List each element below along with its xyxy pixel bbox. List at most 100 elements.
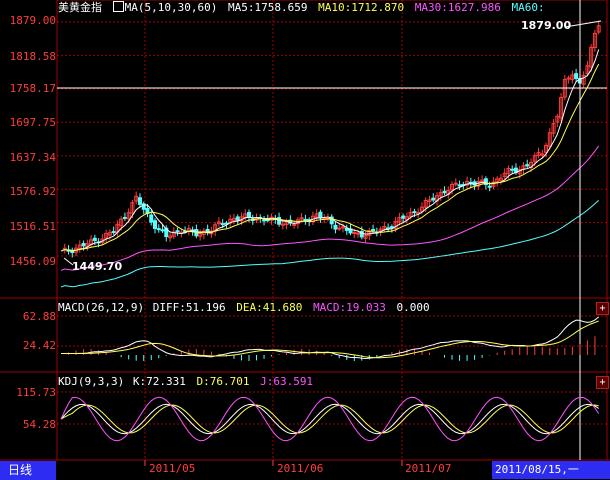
- candle-body: [122, 216, 127, 219]
- candle-body: [352, 231, 357, 234]
- candle-body: [581, 74, 586, 85]
- candle-body: [344, 227, 349, 231]
- ma30-value: MA30:1627.986: [414, 1, 501, 14]
- macd-diff: DIFF:51.196: [152, 301, 226, 314]
- candle-body: [502, 172, 507, 178]
- candle-body: [329, 216, 334, 225]
- ma5-line: [60, 49, 600, 252]
- price-tick: 1758.17: [9, 82, 56, 95]
- candle-body: [382, 226, 387, 230]
- candle-body: [393, 220, 398, 229]
- candle-body: [592, 32, 597, 49]
- low-pointer: [63, 257, 74, 266]
- main-panel-frame: [56, 0, 608, 299]
- candle-body: [555, 115, 560, 123]
- candle-body: [532, 155, 537, 162]
- candle-body: [566, 77, 571, 80]
- candle-body: [480, 179, 485, 183]
- candle-body: [70, 249, 75, 254]
- ma60-line: [60, 199, 600, 288]
- macd-tick: 24.42: [22, 339, 56, 352]
- candle-body: [156, 228, 161, 231]
- candle-body: [389, 226, 394, 229]
- candle-body: [559, 97, 564, 119]
- kdj-params: KDJ(9,3,3): [58, 375, 125, 388]
- price-tick: 1456.09: [9, 255, 56, 268]
- price-tick: 1697.75: [9, 116, 56, 129]
- candle-body: [442, 190, 447, 194]
- candle-body: [408, 212, 413, 217]
- candle-body: [401, 215, 406, 219]
- ma-settings-icon[interactable]: [112, 1, 124, 12]
- candle-body: [137, 197, 142, 205]
- candle-body: [85, 243, 90, 247]
- candle-body: [487, 185, 492, 188]
- candle-body: [141, 203, 146, 210]
- candle-body: [348, 228, 353, 234]
- kdj-j: J:63.591: [260, 375, 314, 388]
- candle-body: [168, 235, 173, 239]
- candle-body: [119, 218, 124, 227]
- kdj-expand-button[interactable]: +: [596, 376, 609, 389]
- candle-body: [483, 178, 488, 186]
- candle-body: [164, 227, 169, 238]
- candle-body: [356, 232, 361, 235]
- macd-params: MACD(26,12,9): [58, 301, 145, 314]
- low-price-label: 1449.70: [72, 260, 123, 273]
- candle-body: [341, 226, 345, 229]
- ma60-value: MA60:: [511, 1, 545, 14]
- candle-body: [551, 123, 556, 134]
- candle-body: [247, 211, 251, 218]
- candle-body: [371, 229, 376, 232]
- date-tick: 2011/05: [149, 462, 196, 475]
- candle-body: [540, 153, 545, 156]
- price-tick: 1637.34: [9, 151, 56, 164]
- macd-expand-button[interactable]: +: [596, 302, 609, 315]
- candle-body: [314, 213, 319, 218]
- candle-body: [397, 217, 402, 223]
- macd-header: MACD(26,12,9) DIFF:51.196 DEA:41.680 MAC…: [58, 301, 430, 315]
- candle-body: [318, 211, 323, 219]
- price-tick: 1576.92: [9, 185, 56, 198]
- candle-body: [419, 206, 424, 212]
- period-tab[interactable]: 日线: [0, 461, 56, 480]
- candle-body: [175, 230, 180, 233]
- candle-body: [363, 235, 368, 239]
- candle-body: [525, 164, 530, 167]
- date-tick: 2011/07: [405, 462, 452, 475]
- macd-value: MACD:19.033: [313, 301, 386, 314]
- candle-body: [130, 202, 135, 214]
- candle-body: [547, 132, 552, 147]
- ma30-line: [60, 145, 600, 271]
- ma10-value: MA10:1712.870: [318, 1, 405, 14]
- kdj-j-line: [60, 396, 600, 442]
- ma-params: MA(5,10,30,60): [124, 1, 218, 14]
- candle-body: [506, 168, 511, 175]
- kdj-tick: 115.73: [16, 386, 56, 399]
- candle-body: [510, 168, 515, 171]
- price-tick: 1516.51: [9, 220, 56, 233]
- candle-body: [495, 178, 500, 183]
- symbol-name: 美黄金指: [58, 1, 102, 14]
- candle-body: [220, 223, 225, 226]
- candle-body: [574, 73, 579, 79]
- kdj-header: KDJ(9,3,3) K:72.331 D:76.701 J:63.591: [58, 375, 313, 389]
- candle-body: [198, 232, 203, 237]
- price-tick: 1879.00: [9, 14, 56, 27]
- candle-body: [589, 46, 594, 68]
- candle-body: [280, 223, 285, 226]
- kdj-tick: 54.28: [22, 418, 56, 431]
- candle-body: [104, 233, 109, 239]
- high-price-label: 1879.00: [521, 19, 572, 32]
- ma5-value: MA5:1758.659: [227, 1, 308, 14]
- candle-body: [171, 231, 176, 237]
- candle-body: [427, 199, 432, 203]
- candle-body: [126, 212, 131, 220]
- candle-body: [92, 237, 97, 241]
- candle-body: [337, 227, 342, 230]
- candle-body: [544, 144, 549, 153]
- candle-body: [438, 192, 443, 197]
- macd-extra: 0.000: [396, 301, 430, 314]
- kdj-d: D:76.701: [196, 375, 250, 388]
